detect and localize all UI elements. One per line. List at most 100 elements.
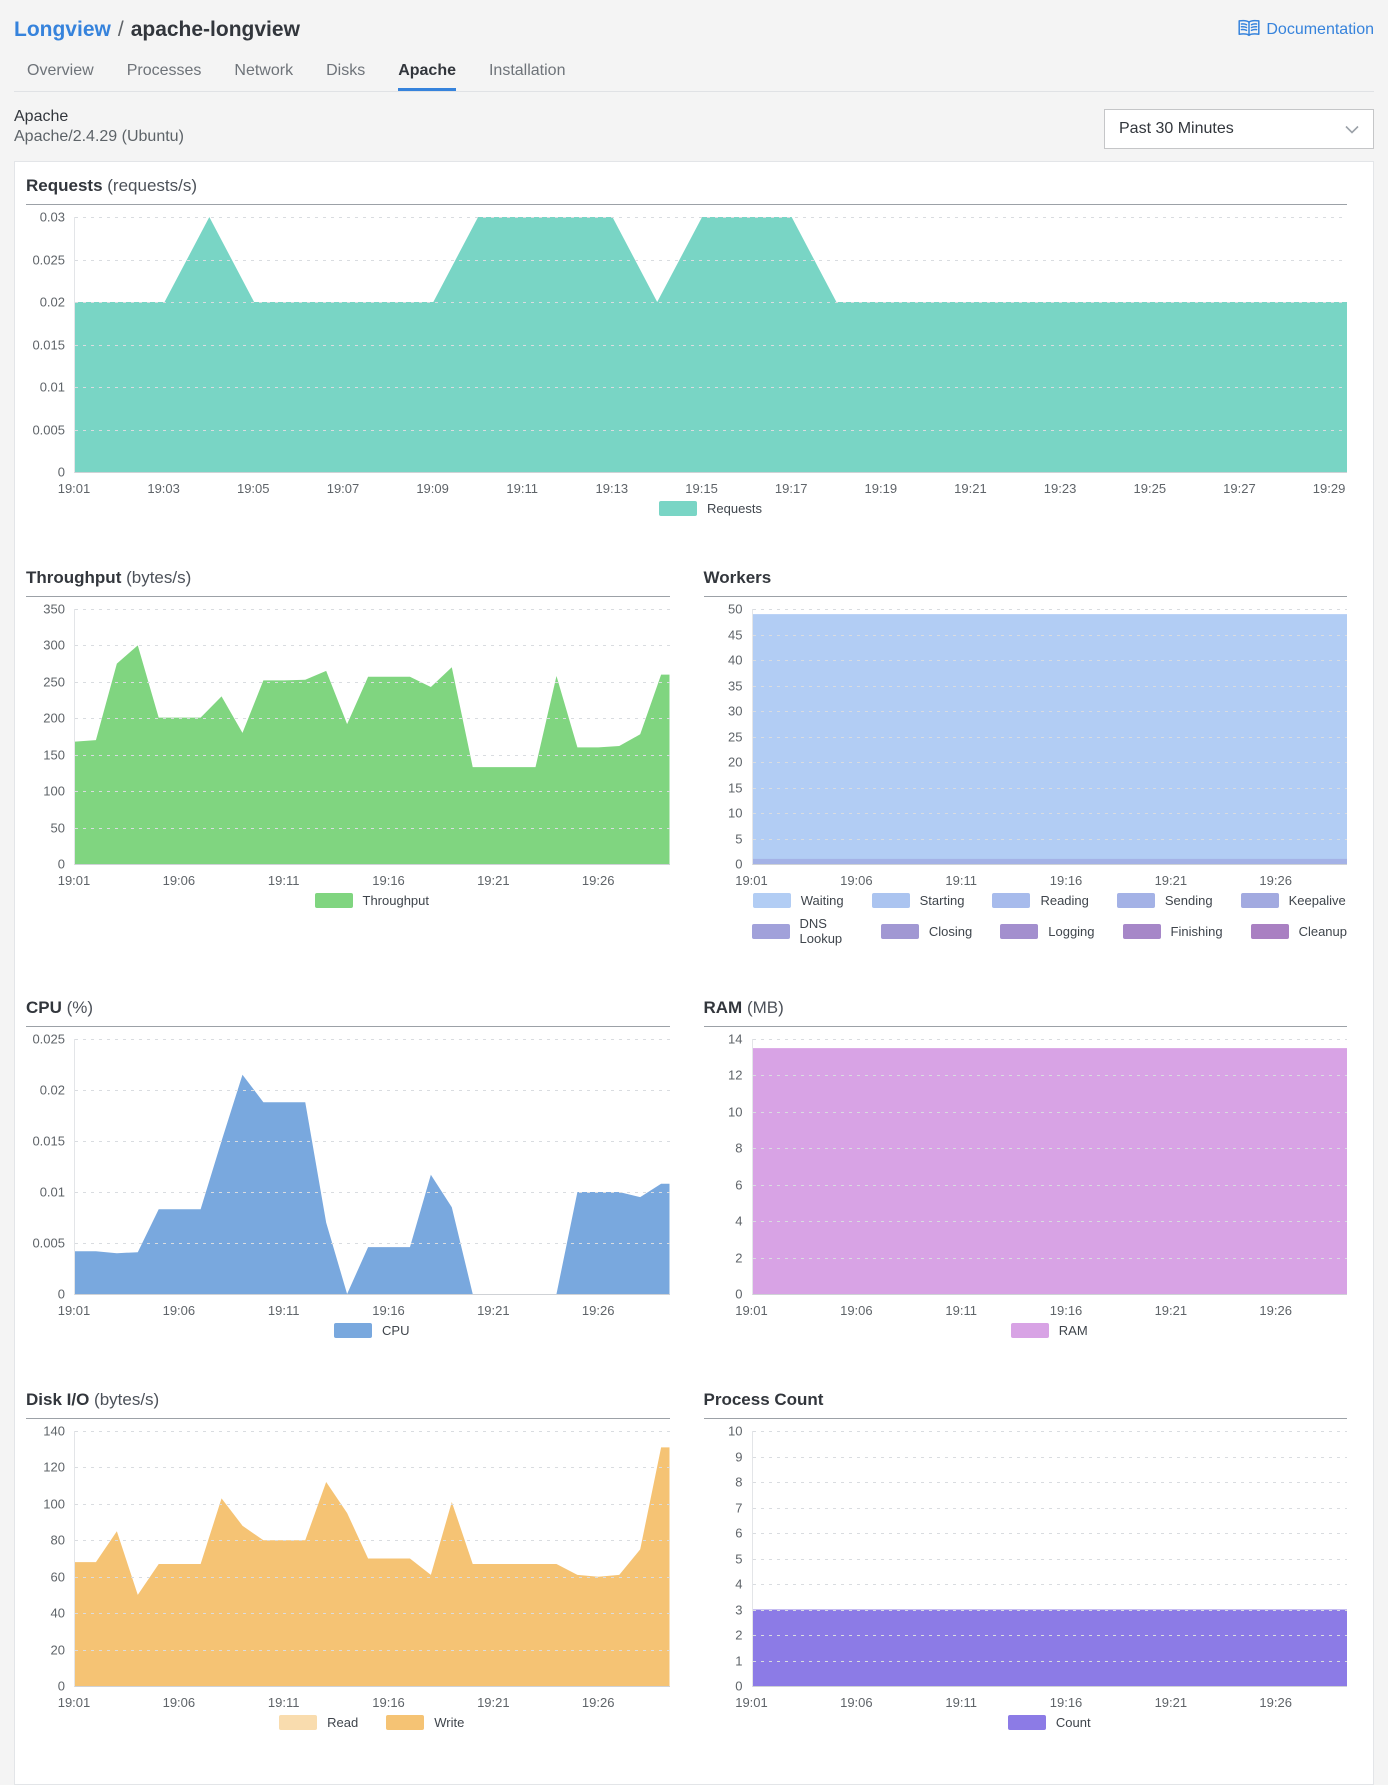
y-tick-label: 100 xyxy=(43,783,65,799)
legend-swatch xyxy=(1122,923,1161,939)
gridline xyxy=(752,660,1347,661)
chart-plot-process-count[interactable] xyxy=(751,1431,1347,1687)
legend-label: CPU xyxy=(382,1323,410,1338)
y-tick-label: 200 xyxy=(43,710,65,726)
y-axis-labels: 0 20 40 60 80 100 120 140 xyxy=(26,1424,74,1694)
y-tick-label: 60 xyxy=(50,1569,65,1585)
chart-slot: RAM (MB) 0 2 4 6 8 10 12 14 19:01 19:06 19:11 19:16 1… xyxy=(703,990,1348,1382)
x-tick-label: 19:06 xyxy=(162,1695,196,1710)
x-tick-label: 19:13 xyxy=(595,481,629,496)
chart-plot-disk-i-o[interactable] xyxy=(74,1431,670,1687)
legend-item-write[interactable]: Write xyxy=(386,1715,464,1730)
chart-title-text: Process Count xyxy=(703,1390,824,1409)
breadcrumb-longview-link[interactable]: Longview xyxy=(14,18,111,41)
tab-network[interactable]: Network xyxy=(234,62,294,79)
x-tick-label: 19:11 xyxy=(267,873,300,888)
chart-plot-workers[interactable] xyxy=(751,609,1347,865)
legend-item-closing[interactable]: Closing xyxy=(880,916,972,946)
documentation-link[interactable]: Documentation xyxy=(1238,19,1374,42)
x-tick-label: 19:15 xyxy=(685,481,718,496)
gridline xyxy=(752,1558,1347,1560)
gridline xyxy=(75,259,1347,261)
x-tick-label: 19:23 xyxy=(1043,481,1077,496)
legend-item-count[interactable]: Count xyxy=(1007,1715,1091,1730)
gridline xyxy=(75,302,1347,303)
legend-item-finishing[interactable]: Finishing xyxy=(1122,916,1223,946)
legend-item-dns-lookup[interactable]: DNS Lookup xyxy=(751,916,853,946)
chart-legend: RAM xyxy=(752,1323,1348,1338)
gridline xyxy=(75,1192,670,1193)
y-tick-label: 10 xyxy=(728,1423,743,1439)
legend-item-cpu[interactable]: CPU xyxy=(334,1323,409,1338)
gridline xyxy=(75,387,1347,388)
y-tick-label: 4 xyxy=(735,1576,743,1592)
y-tick-label: 45 xyxy=(728,627,743,642)
tab-overview[interactable]: Overview xyxy=(27,62,94,79)
x-tick-label: 19:16 xyxy=(372,1303,405,1318)
y-tick-label: 25 xyxy=(728,729,743,744)
gridline xyxy=(752,1431,1347,1432)
y-axis-labels: 0 5 10 15 20 25 30 35 40 45 50 xyxy=(704,602,752,872)
legend-item-keepalive[interactable]: Keepalive xyxy=(1240,893,1346,908)
legend-item-starting[interactable]: Starting xyxy=(871,893,964,908)
legend-item-waiting[interactable]: Waiting xyxy=(752,893,844,908)
chart-plot-requests[interactable] xyxy=(74,217,1347,473)
x-tick-label: 19:01 xyxy=(57,481,91,496)
gridline xyxy=(75,1141,670,1142)
legend-item-requests[interactable]: Requests xyxy=(659,501,762,516)
y-tick-label: 0.015 xyxy=(32,1133,65,1149)
y-axis-labels: 0 0.005 0.01 0.015 0.02 0.025 0.03 xyxy=(26,210,74,480)
legend-label: DNS Lookup xyxy=(799,916,843,946)
y-tick-label: 0 xyxy=(735,1678,743,1694)
tab-processes[interactable]: Processes xyxy=(126,62,202,79)
legend-item-sending[interactable]: Sending xyxy=(1116,893,1213,908)
legend-swatch xyxy=(386,1715,425,1730)
y-tick-label: 140 xyxy=(43,1423,65,1439)
x-tick-label: 19:11 xyxy=(267,1303,300,1318)
x-tick-label: 19:01 xyxy=(57,1695,91,1710)
gridline xyxy=(752,1584,1347,1585)
legend-label: Throughput xyxy=(362,893,430,908)
book-icon xyxy=(1238,19,1260,42)
y-tick-label: 2 xyxy=(735,1250,743,1266)
legend-item-throughput[interactable]: Throughput xyxy=(314,893,430,908)
y-tick-label: 7 xyxy=(735,1500,743,1515)
gridline xyxy=(752,1482,1347,1483)
chart-title-unit: (%) xyxy=(61,998,94,1017)
chart-slot: Workers 0 5 10 15 20 25 30 35 40 45 50 19:01 19:06 19:… xyxy=(703,560,1347,990)
chart-plot-throughput[interactable] xyxy=(74,609,670,865)
gridline xyxy=(752,1635,1347,1636)
x-tick-label: 19:16 xyxy=(1049,1695,1083,1710)
chart-plot-ram[interactable] xyxy=(751,1039,1347,1295)
legend-item-logging[interactable]: Logging xyxy=(1000,916,1095,946)
chart-title-text: Throughput xyxy=(26,568,122,587)
gridline xyxy=(75,681,670,683)
x-tick-label: 19:27 xyxy=(1223,481,1256,496)
legend-label: Finishing xyxy=(1170,923,1223,939)
tab-bar: Overview Processes Network Disks Apache Insta… xyxy=(14,52,1374,92)
series-write xyxy=(75,1447,670,1686)
x-tick-label: 19:26 xyxy=(1259,1695,1292,1710)
legend-swatch xyxy=(314,893,353,908)
gridline xyxy=(752,711,1347,712)
chart-legend: Waiting Starting Reading Sending Keepalive DN… xyxy=(751,893,1347,946)
chart-title-unit: (bytes/s) xyxy=(89,1390,160,1409)
x-tick-label: 19:16 xyxy=(1049,873,1083,888)
time-range-select[interactable]: Past 30 Minutes xyxy=(1104,109,1374,149)
y-tick-label: 50 xyxy=(50,820,65,836)
legend-item-ram[interactable]: RAM xyxy=(1010,1323,1088,1338)
y-tick-label: 35 xyxy=(728,678,743,693)
chart-title-text: Requests xyxy=(26,176,103,195)
x-tick-label: 19:26 xyxy=(1259,873,1292,888)
legend-item-reading[interactable]: Reading xyxy=(992,893,1089,908)
tab-apache[interactable]: Apache xyxy=(398,52,456,91)
chart-plot-cpu[interactable] xyxy=(74,1039,670,1295)
y-tick-label: 120 xyxy=(43,1459,65,1475)
tab-installation[interactable]: Installation xyxy=(488,62,566,79)
chart-title-unit: (requests/s) xyxy=(102,176,198,195)
x-tick-label: 19:06 xyxy=(162,873,196,888)
subheader: Apache Apache/2.4.29 (Ubuntu) Past 30 Mi… xyxy=(14,107,1374,149)
legend-item-read[interactable]: Read xyxy=(279,1715,358,1730)
tab-disks[interactable]: Disks xyxy=(326,62,366,79)
legend-item-cleanup[interactable]: Cleanup xyxy=(1250,916,1347,946)
